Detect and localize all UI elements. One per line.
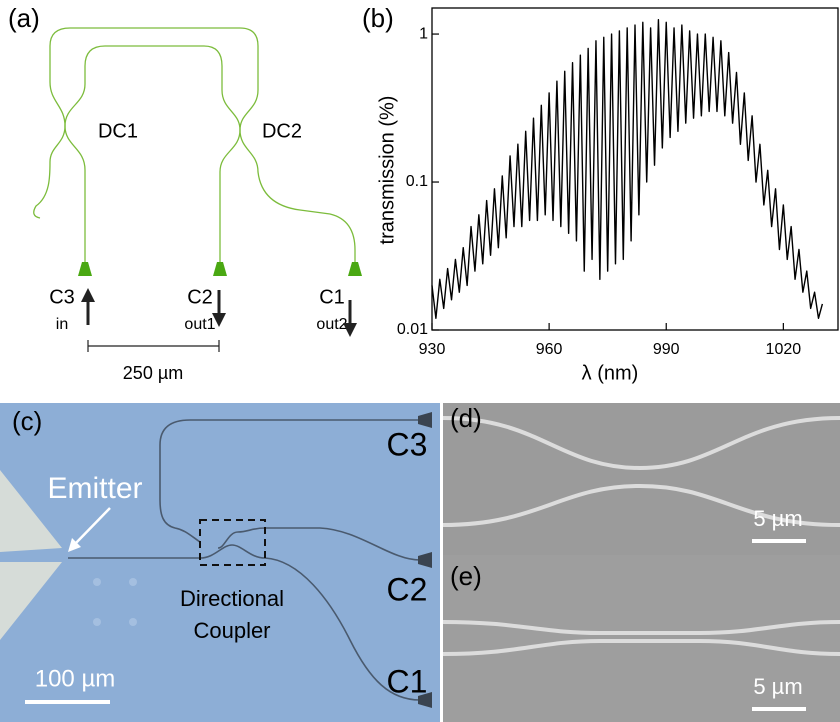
coupler-taper <box>78 262 92 276</box>
waveguide <box>217 527 421 561</box>
port-label: C1 <box>319 286 345 308</box>
port-role: out1 <box>184 316 215 333</box>
x-tick-label: 1020 <box>766 341 802 358</box>
panel-label: (b) <box>362 3 394 33</box>
panel-label: (e) <box>450 561 482 591</box>
waveguide <box>159 419 420 543</box>
waveguide <box>442 483 840 527</box>
waveguide <box>68 544 421 701</box>
arrows <box>81 288 357 337</box>
emitter-arrow <box>73 507 111 546</box>
port-role: out2 <box>316 316 347 333</box>
coupler-label: Directional <box>180 586 284 611</box>
coupler-taper <box>418 692 432 708</box>
panel-c: (c) Emitter Directional Coupler C3 C2 C1… <box>0 403 440 722</box>
panel-a: (a) DC1 DC2 C3 in C2 out1 C1 out2 250 µm <box>8 3 362 383</box>
y-tick-label: 0.01 <box>397 321 428 338</box>
emitter-arrow <box>68 538 81 552</box>
scale-label: 250 µm <box>123 363 183 383</box>
plot-frame <box>431 7 839 331</box>
dc-label: DC2 <box>262 120 302 142</box>
sem-image <box>443 555 840 722</box>
panel-label: (d) <box>450 403 482 433</box>
panel-label: (a) <box>8 3 40 33</box>
port-label: C3 <box>49 286 75 308</box>
x-axis-label: λ (nm) <box>582 362 639 384</box>
scale-label: 100 µm <box>35 665 116 692</box>
waveguide <box>49 27 259 262</box>
panel-label: (c) <box>12 406 42 436</box>
emitter-label: Emitter <box>47 472 142 505</box>
coupler-taper <box>348 262 362 276</box>
alignment-marks <box>93 578 137 626</box>
port-label: C3 <box>387 426 428 462</box>
x-tick-label: 990 <box>653 341 680 358</box>
scale-label: 5 µm <box>753 506 802 531</box>
y-tick-label: 1 <box>419 25 428 42</box>
probe <box>0 470 62 552</box>
probe <box>0 562 62 640</box>
panel-e: (e) 5 µm <box>442 555 840 722</box>
port-label: C2 <box>387 571 428 607</box>
y-axis-label: transmission (%) <box>376 96 398 245</box>
waveguide <box>442 639 840 656</box>
coupler-taper <box>418 552 432 568</box>
port-label: C1 <box>387 663 428 699</box>
waveguide <box>33 45 356 262</box>
coupler-taper <box>418 412 432 428</box>
coupler-box <box>199 519 266 566</box>
port-label: C2 <box>187 286 213 308</box>
waveguide <box>442 620 840 635</box>
waveguide <box>442 416 840 471</box>
dc-label: DC1 <box>98 120 138 142</box>
panel-d: (d) 5 µm <box>442 403 840 555</box>
panel-b: (b) transmission (%) λ (nm) 0.01 0.1 1 930 9… <box>362 3 839 384</box>
x-tick-label: 960 <box>536 341 563 358</box>
x-tick-label: 930 <box>419 341 446 358</box>
scale-label: 5 µm <box>753 674 802 699</box>
spectrum-line <box>431 19 824 319</box>
coupler-label: Coupler <box>193 618 270 643</box>
port-role: in <box>56 316 68 333</box>
y-tick-label: 0.1 <box>406 173 428 190</box>
coupler-taper <box>213 262 227 276</box>
